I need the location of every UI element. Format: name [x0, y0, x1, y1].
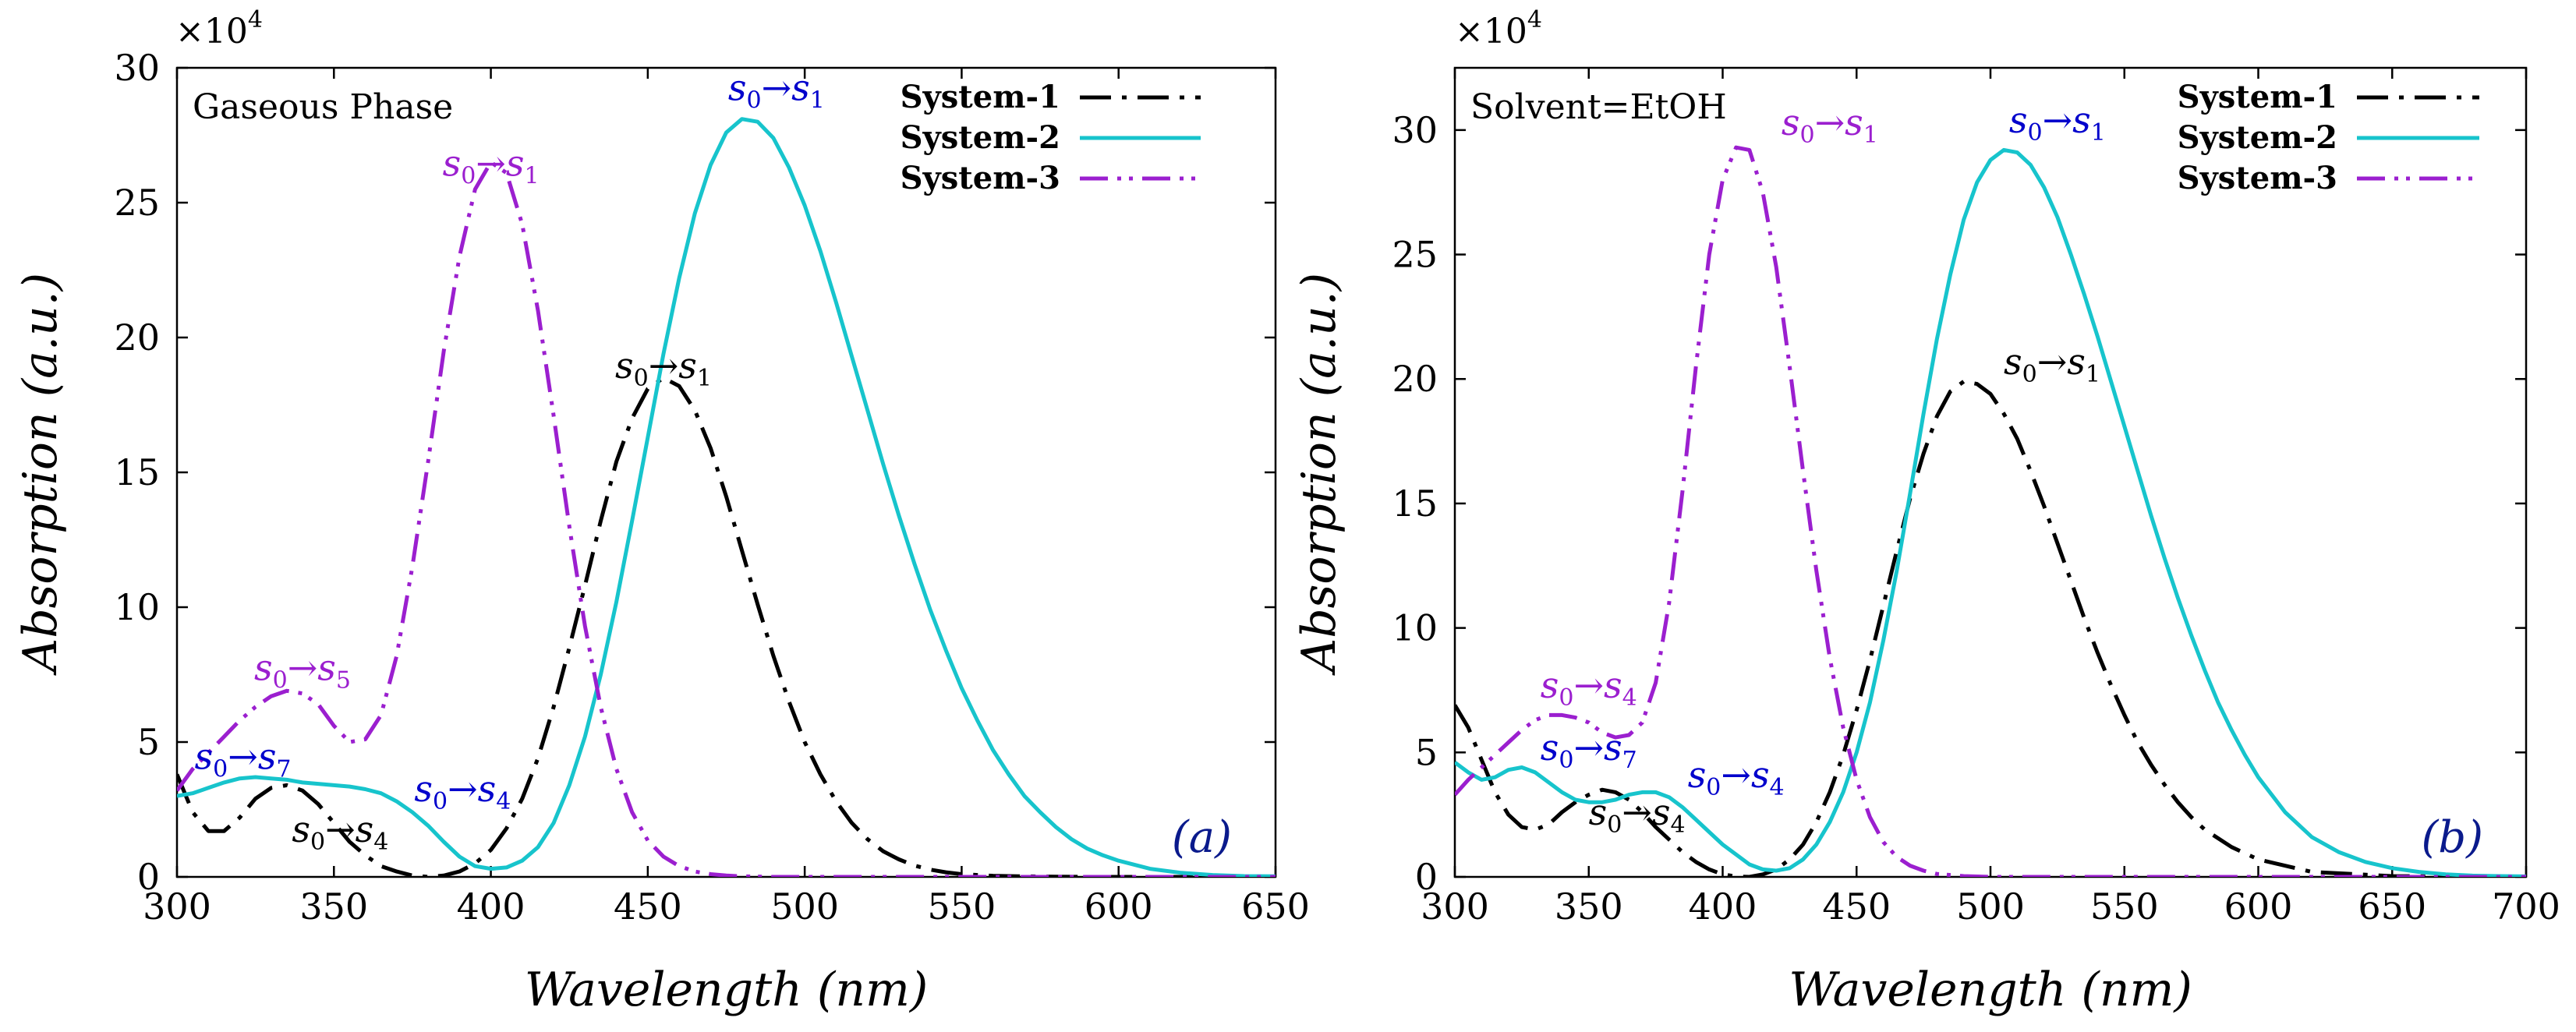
y-tick-label: 20: [1392, 358, 1438, 400]
y-scale-exponent: 4: [248, 6, 263, 34]
series-line-system-2: [177, 117, 1276, 877]
y-tick-label: 30: [114, 47, 160, 89]
panel-b: 300 350 400 450 500 550 600 650 700 0 5 10 15 20 25 30 W…: [1292, 6, 2560, 1017]
y-tick-label: 5: [137, 721, 160, 763]
plot-frame: [175, 66, 1277, 878]
legend-label: System-1: [2178, 79, 2337, 115]
x-tick-label: 550: [928, 885, 996, 928]
x-tick-label: 300: [1421, 885, 1489, 928]
x-tick-label: 550: [2090, 885, 2159, 928]
phase-label: Gaseous Phase: [193, 87, 453, 127]
y-tick-label: 15: [114, 451, 160, 493]
y-axis-label: Absorption (a.u.): [13, 273, 68, 676]
panel-tag: (b): [2421, 812, 2483, 863]
series-line-system-3: [1455, 145, 2526, 877]
legend-label: System-3: [901, 160, 1060, 196]
legend-label: System-2: [901, 119, 1060, 156]
x-axis-label: Wavelength (nm): [525, 963, 929, 1017]
y-tick-label: 30: [1392, 109, 1438, 151]
y-tick-label: 5: [1415, 731, 1438, 773]
legend-label: System-2: [2178, 119, 2337, 156]
transition-annotation: s0→s7: [195, 736, 292, 783]
y-tick-label: 10: [114, 586, 160, 628]
y-tick-label: 25: [114, 182, 160, 224]
y-tick-label: 0: [137, 856, 160, 898]
panel-a: 300 350 400 450 500 550 600 650 0 5 10 15 20 25 30 Wave…: [13, 6, 1310, 1017]
transition-annotation: s0→s5: [254, 646, 351, 694]
x-tick-label: 400: [457, 885, 525, 928]
y-tick-label: 25: [1392, 234, 1438, 276]
transition-annotation: s0→s1: [1782, 101, 1878, 149]
transition-annotation: s0→s1: [728, 67, 825, 115]
series-line-system-1: [1455, 379, 2526, 877]
y-tick-label: 10: [1392, 607, 1438, 649]
x-tick-label: 450: [1822, 885, 1891, 928]
transition-annotation: s0→s4: [414, 768, 511, 815]
transition-annotation: s0→s1: [2009, 99, 2106, 147]
legend-label: System-1: [901, 79, 1060, 115]
x-tick-label: 650: [1241, 885, 1310, 928]
y-scale-exponent: 4: [1527, 6, 1542, 34]
x-tick-label: 600: [2224, 885, 2293, 928]
x-tick-label: 600: [1085, 885, 1153, 928]
series-line-system-2: [1455, 147, 2526, 877]
y-axis-label: Absorption (a.u.): [1292, 273, 1346, 676]
y-scale-factor: ×104: [1455, 6, 1542, 51]
transition-annotation: s0→s7: [1541, 726, 1637, 774]
x-tick-label: 400: [1689, 885, 1757, 928]
legend-label: System-3: [2178, 160, 2337, 196]
series-line-system-3: [177, 160, 1276, 877]
series-line-system-1: [177, 376, 1276, 877]
x-tick-label: 300: [143, 885, 211, 928]
transition-annotation: s0→s4: [292, 808, 388, 856]
x-tick-label: 700: [2492, 885, 2560, 928]
transition-annotation: s0→s4: [1688, 754, 1785, 801]
x-tick-label: 350: [1555, 885, 1623, 928]
x-tick-label: 500: [1956, 885, 2025, 928]
x-tick-label: 500: [770, 885, 839, 928]
y-tick-label: 20: [114, 316, 160, 359]
x-tick-label: 350: [299, 885, 368, 928]
transition-annotation: s0→s4: [1589, 791, 1686, 839]
transition-annotation: s0→s1: [443, 142, 540, 189]
phase-label: Solvent=EtOH: [1470, 87, 1727, 127]
transition-annotation: s0→s4: [1541, 664, 1637, 712]
y-scale-factor: ×104: [175, 6, 263, 51]
transition-annotation: s0→s1: [2004, 341, 2100, 388]
y-tick-label: 0: [1415, 856, 1438, 898]
panel-tag: (a): [1172, 812, 1232, 863]
x-tick-label: 650: [2358, 885, 2426, 928]
transition-annotation: s0→s1: [615, 345, 712, 392]
y-tick-label: 15: [1392, 482, 1438, 525]
x-tick-label: 450: [614, 885, 682, 928]
x-axis-label: Wavelength (nm): [1789, 963, 2192, 1017]
